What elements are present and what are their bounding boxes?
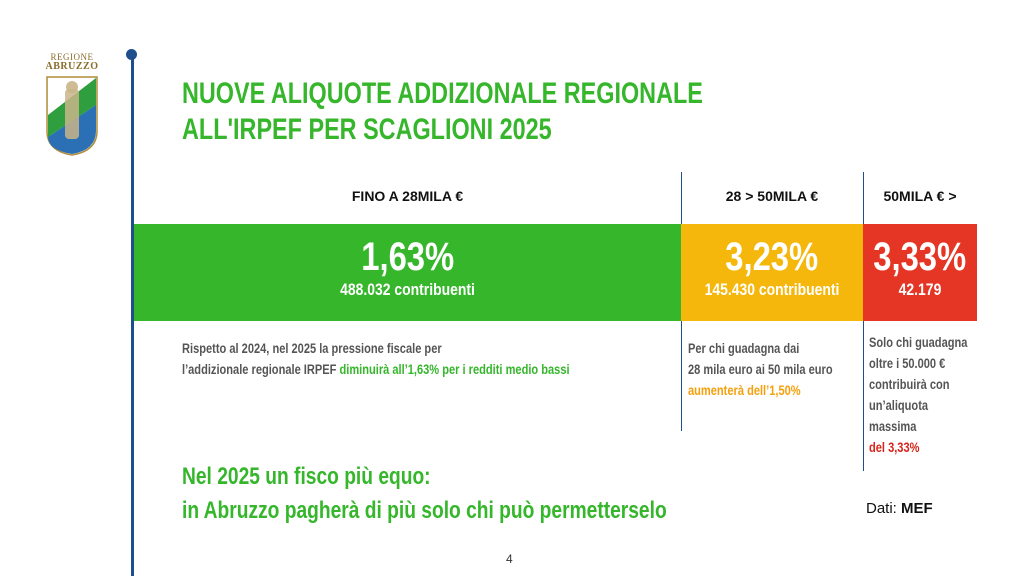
page-title: NUOVE ALIQUOTE ADDIZIONALE REGIONALE ALL… xyxy=(182,76,703,148)
data-source: Dati: MEF xyxy=(866,500,933,517)
header-bracket-low: FINO A 28MILA € xyxy=(351,188,464,204)
timeline-line xyxy=(131,56,134,576)
bar-bracket-mid: 3,23% 145.430 contribuenti xyxy=(681,224,863,321)
description-mid-line1: Per chi guadagna dai xyxy=(688,341,800,356)
description-low-highlight: diminuirà all’1,63% per i redditi medio … xyxy=(339,362,570,377)
logo-line1: REGIONE xyxy=(50,52,94,62)
closing-statement: Nel 2025 un fisco più equo: in Abruzzo p… xyxy=(182,460,667,528)
rate-low: 1,63% xyxy=(360,235,454,279)
page-number: 4 xyxy=(506,552,513,566)
description-low-text: l’addizionale regionale IRPEF xyxy=(182,362,340,377)
bar-bracket-high: 3,33% 42.179 xyxy=(863,224,977,321)
title-line1: NUOVE ALIQUOTE ADDIZIONALE REGIONALE xyxy=(182,77,703,110)
description-high-line4: un’aliquota xyxy=(869,398,929,413)
description-high-line5: massima xyxy=(869,419,917,434)
separator-high-bottom xyxy=(863,321,864,471)
logo-line2: ABRUZZO xyxy=(45,61,99,72)
source-label: Dati: xyxy=(866,500,902,517)
description-mid: Per chi guadagna dai 28 mila euro ai 50 … xyxy=(688,338,833,401)
rate-mid: 3,23% xyxy=(725,235,819,279)
description-high-line1: Solo chi guadagna xyxy=(869,335,968,350)
description-high-line3: contribuirà con xyxy=(869,377,950,392)
description-mid-highlight: aumenterà dell’1,50% xyxy=(688,383,801,398)
timeline-dot xyxy=(126,49,137,60)
description-low: Rispetto al 2024, nel 2025 la pressione … xyxy=(182,338,570,380)
separator-mid-bottom xyxy=(681,321,682,431)
taxpayers-high: 42.179 xyxy=(898,280,942,299)
regione-abruzzo-logo: REGIONE ABRUZZO xyxy=(40,52,104,164)
closing-line2: in Abruzzo pagherà di più solo chi può p… xyxy=(182,497,667,524)
description-high: Solo chi guadagna oltre i 50.000 € contr… xyxy=(869,332,967,458)
title-line2: ALL'IRPEF PER SCAGLIONI 2025 xyxy=(182,113,552,146)
taxpayers-mid: 145.430 contribuenti xyxy=(704,280,840,299)
source-value: MEF xyxy=(901,500,933,517)
coat-of-arms-icon xyxy=(46,76,98,156)
separator-high-top xyxy=(863,172,864,224)
description-mid-line2: 28 mila euro ai 50 mila euro xyxy=(688,362,833,377)
rate-high: 3,33% xyxy=(873,235,967,279)
separator-mid-top xyxy=(681,172,682,224)
header-bracket-high: 50MILA € > xyxy=(883,188,957,204)
description-high-line2: oltre i 50.000 € xyxy=(869,356,946,371)
header-bracket-mid: 28 > 50MILA € xyxy=(725,188,819,204)
closing-line1: Nel 2025 un fisco più equo: xyxy=(182,463,431,490)
description-low-line2: l’addizionale regionale IRPEF diminuirà … xyxy=(182,359,570,380)
logo-text: REGIONE ABRUZZO xyxy=(40,52,104,72)
bar-bracket-low: 1,63% 488.032 contribuenti xyxy=(134,224,681,321)
taxpayers-low: 488.032 contribuenti xyxy=(340,280,475,299)
description-high-highlight: del 3,33% xyxy=(869,440,920,455)
description-low-line1: Rispetto al 2024, nel 2025 la pressione … xyxy=(182,341,442,356)
